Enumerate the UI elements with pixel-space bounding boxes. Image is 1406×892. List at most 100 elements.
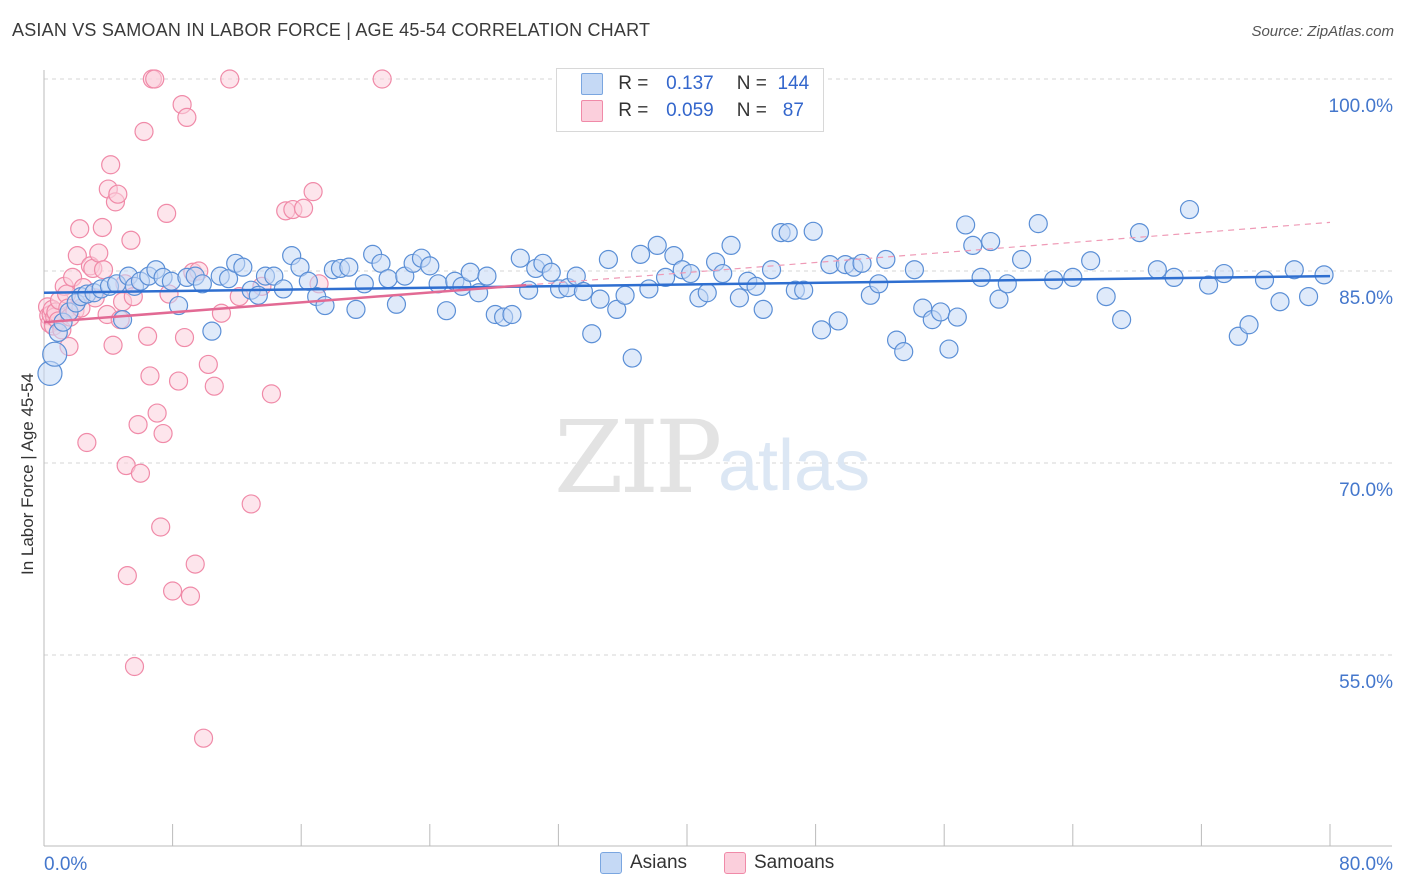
legend-swatch-asians xyxy=(581,73,603,95)
asian-point xyxy=(582,324,602,344)
asian-point xyxy=(963,235,983,255)
asian-point xyxy=(956,215,976,235)
samoan-point xyxy=(204,376,224,396)
y-tick-label: 100.0% xyxy=(1329,96,1394,117)
watermark-atlas: atlas xyxy=(718,426,870,506)
samoan-point xyxy=(198,354,218,375)
asian-point xyxy=(192,274,212,294)
asian-point xyxy=(1314,265,1334,285)
asian-point xyxy=(354,274,374,294)
samoan-point xyxy=(67,246,87,266)
asian-point xyxy=(502,304,522,325)
y-axis-label: In Labor Force | Age 45-54 xyxy=(18,373,37,575)
samoan-trend-line xyxy=(43,283,527,324)
legend-n-value: 144 xyxy=(777,73,810,95)
asian-point xyxy=(1096,287,1116,307)
asian-point xyxy=(42,341,68,367)
samoan-point xyxy=(220,69,240,89)
asian-point xyxy=(510,248,530,268)
samoan-point xyxy=(177,107,197,128)
asian-point xyxy=(264,266,284,286)
samoan-point xyxy=(157,203,177,223)
asian-point xyxy=(931,302,951,322)
samoan-point xyxy=(93,260,114,280)
bottom-legend-swatch-samoans xyxy=(724,852,746,874)
asian-point xyxy=(202,321,222,341)
asian-point xyxy=(794,280,814,300)
samoan-point xyxy=(92,217,112,238)
samoan-point xyxy=(121,230,141,250)
asian-point xyxy=(1298,287,1319,307)
asian-point xyxy=(939,339,959,359)
samoan-point xyxy=(145,69,165,89)
asian-point xyxy=(1254,270,1275,290)
asian-point xyxy=(607,299,627,319)
bottom-legend-asians: Asians xyxy=(600,852,687,874)
asian-point xyxy=(378,269,398,289)
samoan-point xyxy=(137,326,158,346)
asian-point xyxy=(1147,260,1167,280)
samoan-trend-extension xyxy=(526,221,1331,286)
asian-point xyxy=(713,263,733,284)
asian-point xyxy=(1028,214,1048,234)
asian-point xyxy=(989,289,1009,309)
asian-point xyxy=(598,249,619,270)
asian-point xyxy=(697,283,717,303)
samoan-point xyxy=(108,184,128,204)
grid-lines xyxy=(44,78,1392,656)
asian-point xyxy=(386,294,407,314)
asian-point xyxy=(778,223,798,243)
asian-point xyxy=(428,274,448,294)
x-tick-label: 0.0% xyxy=(44,854,87,875)
trend-lines xyxy=(43,221,1331,324)
samoan-point xyxy=(140,366,160,386)
asian-point xyxy=(1214,263,1234,284)
asian-point xyxy=(339,257,359,277)
asian-point xyxy=(615,285,635,305)
asian-point xyxy=(753,299,773,319)
asian-point xyxy=(590,289,610,309)
y-tick-label: 85.0% xyxy=(1339,288,1393,309)
legend-swatch-samoans xyxy=(581,100,603,122)
bottom-legend-label-asians: Asians xyxy=(630,852,688,874)
asian-point xyxy=(1198,275,1219,295)
y-tick-label: 55.0% xyxy=(1339,672,1393,693)
asian-point xyxy=(1063,267,1083,287)
asian-point xyxy=(904,260,925,280)
asian-point xyxy=(811,320,832,340)
samoan-point xyxy=(77,432,97,453)
samoan-point xyxy=(241,494,261,514)
asian-point xyxy=(869,274,889,294)
samoan-point xyxy=(185,554,205,574)
legend-n-label: N = xyxy=(736,100,767,122)
asian-point xyxy=(997,274,1017,294)
legend-row-samoans: R = 0.059 N = 87 xyxy=(581,100,804,126)
samoan-point xyxy=(293,198,314,218)
correlation-legend: R = 0.137 N = 144 R = 0.059 N = 87 xyxy=(556,68,824,132)
asian-point xyxy=(290,257,310,277)
legend-r-value: 0.059 xyxy=(666,100,714,122)
samoan-point xyxy=(117,566,137,586)
samoan-point xyxy=(70,219,90,239)
watermark-zip: ZIP xyxy=(554,399,719,516)
asian-point xyxy=(436,301,457,321)
asian-point xyxy=(1284,260,1304,280)
asian-point xyxy=(168,295,189,316)
asian-point xyxy=(1011,249,1032,270)
asian-point xyxy=(655,267,676,287)
asian-point xyxy=(233,257,253,277)
asian-point xyxy=(803,221,823,241)
asian-point xyxy=(876,249,896,270)
asian-point xyxy=(630,244,651,264)
bottom-legend-label-samoans: Samoans xyxy=(754,852,835,874)
bottom-legend-samoans: Samoans xyxy=(724,852,834,874)
samoan-point xyxy=(130,463,151,483)
legend-r-value: 0.137 xyxy=(666,73,714,95)
samoan-point xyxy=(124,656,145,677)
samoan-point xyxy=(134,121,154,142)
bottom-legend-swatch-asians xyxy=(600,852,622,874)
samoan-point xyxy=(103,335,123,355)
chart-title: ASIAN VS SAMOAN IN LABOR FORCE | AGE 45-… xyxy=(12,20,651,40)
samoan-point xyxy=(261,384,282,404)
asian-point xyxy=(1179,199,1200,220)
